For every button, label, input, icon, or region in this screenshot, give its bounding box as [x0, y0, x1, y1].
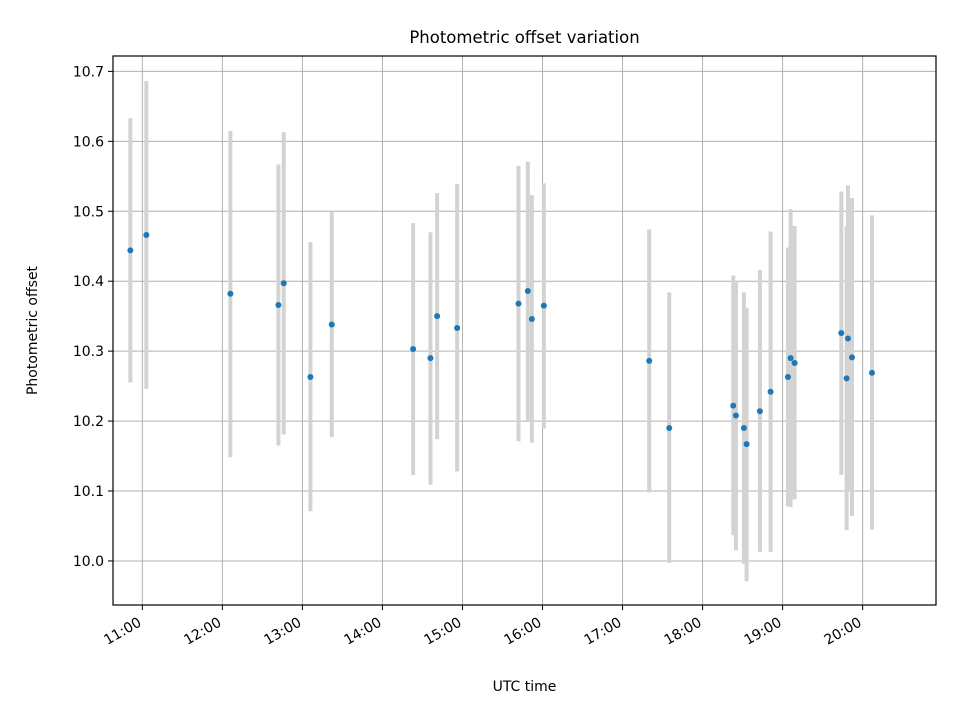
data-point	[515, 300, 522, 307]
y-axis-label: Photometric offset	[25, 265, 41, 395]
data-point	[787, 355, 794, 362]
data-point	[227, 290, 234, 297]
data-point	[848, 354, 855, 361]
data-point	[730, 402, 737, 409]
data-point	[868, 369, 875, 376]
y-tick-label: 10.5	[73, 204, 104, 220]
data-point	[280, 280, 287, 287]
data-point	[743, 441, 750, 448]
y-tick-label: 10.6	[73, 134, 104, 150]
y-axis-ticks: 10.0 10.1 10.2 10.3 10.4 10.5 10.6 10.7	[73, 64, 113, 570]
data-point	[646, 357, 653, 364]
data-point	[666, 425, 673, 432]
data-point	[732, 412, 739, 419]
data-point	[524, 287, 531, 294]
data-point	[434, 313, 441, 320]
data-point	[143, 232, 150, 239]
data-point	[275, 301, 282, 308]
data-point	[427, 355, 434, 362]
y-tick-label: 10.7	[73, 64, 104, 80]
data-point	[740, 425, 747, 432]
data-point	[528, 315, 535, 322]
data-point	[767, 388, 774, 395]
y-tick-label: 10.3	[73, 344, 104, 360]
data-point	[784, 374, 791, 381]
x-axis-label: UTC time	[493, 679, 557, 695]
data-point	[540, 302, 547, 309]
plot-frame	[112, 55, 937, 606]
data-points	[127, 232, 875, 448]
y-tick-label: 10.2	[73, 414, 104, 430]
data-point	[838, 329, 845, 336]
data-point	[410, 346, 417, 353]
grid-lines	[113, 56, 936, 605]
data-point	[454, 325, 461, 332]
data-point	[328, 321, 335, 328]
data-point	[756, 408, 763, 415]
y-tick-label: 10.1	[73, 484, 104, 500]
data-point	[307, 374, 314, 381]
chart-title: Photometric offset variation	[409, 28, 639, 47]
data-point	[127, 247, 134, 254]
data-point	[791, 360, 798, 367]
data-point	[844, 335, 851, 342]
y-tick-label: 10.0	[73, 554, 104, 570]
data-point	[843, 375, 850, 382]
y-tick-label: 10.4	[73, 274, 104, 290]
